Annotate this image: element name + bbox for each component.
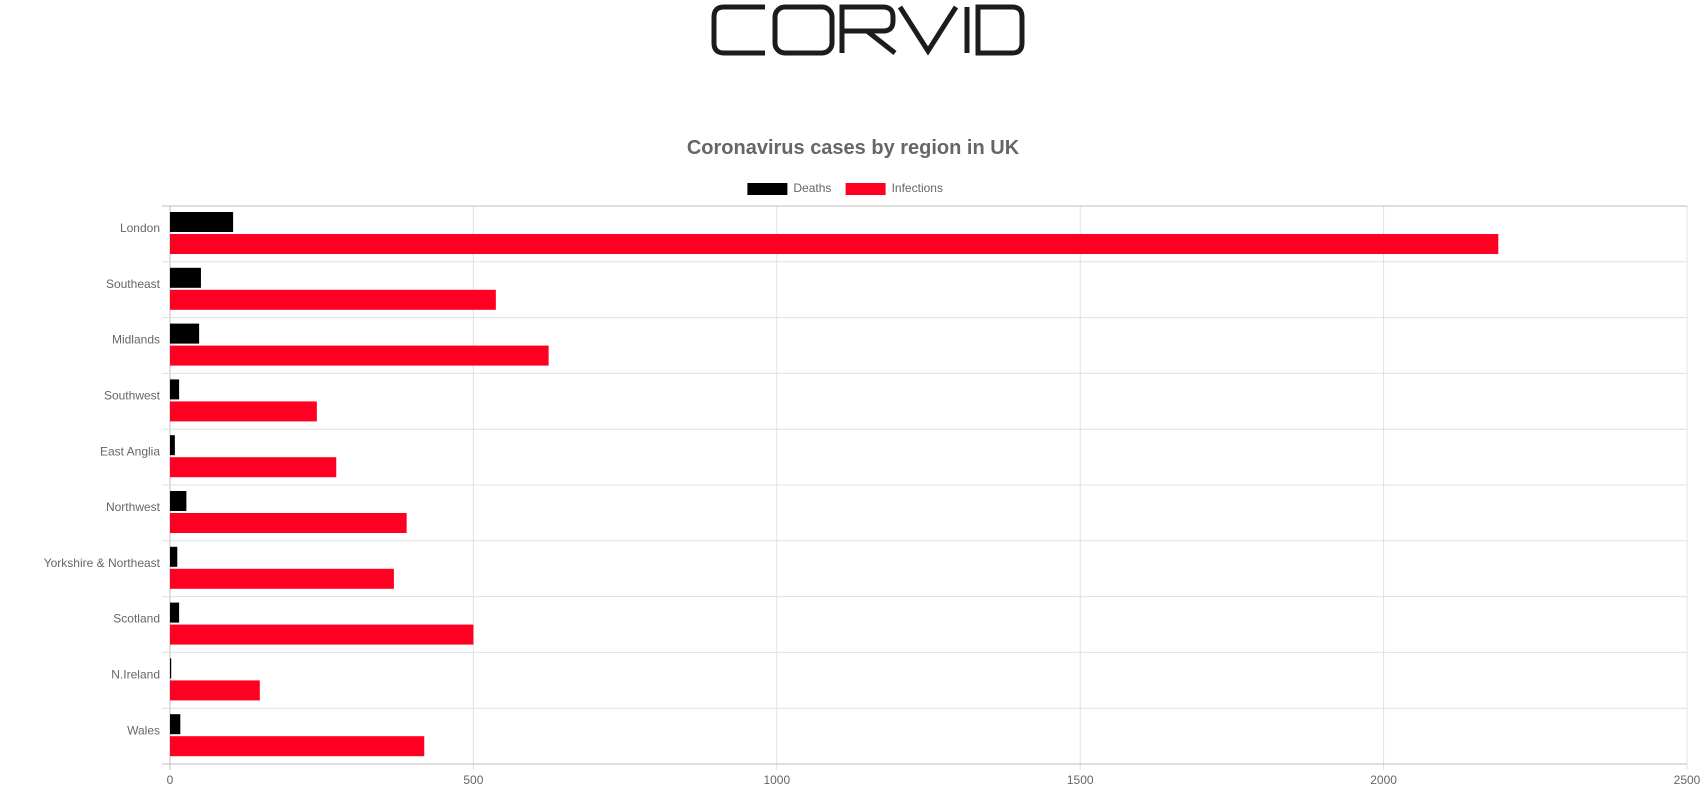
- x-axis-tick-label: 1000: [763, 773, 790, 787]
- legend-swatch-deaths[interactable]: [747, 183, 788, 195]
- y-axis-label: Southwest: [104, 388, 161, 402]
- bar-deaths-wales[interactable]: [170, 714, 181, 735]
- chart-gridlines: [162, 205, 1688, 770]
- bar-infections-east-anglia[interactable]: [170, 457, 337, 478]
- bar-deaths-n-ireland[interactable]: [170, 658, 172, 679]
- x-axis-tick-label: 500: [463, 773, 483, 787]
- bar-deaths-southeast[interactable]: [170, 267, 201, 288]
- bar-deaths-southwest[interactable]: [170, 379, 180, 400]
- x-axis-tick-label: 1500: [1067, 773, 1094, 787]
- x-axis-tick-label: 2000: [1370, 773, 1397, 787]
- bar-infections-yorkshire-northeast[interactable]: [170, 568, 394, 589]
- x-axis-tick-label: 2500: [1674, 773, 1701, 787]
- y-axis-labels: London Southeast Midlands Southwest East Ang…: [44, 221, 161, 737]
- bar-deaths-yorkshire-northeast[interactable]: [170, 546, 178, 567]
- legend-label-deaths[interactable]: Deaths: [793, 181, 831, 195]
- y-axis-label: East Anglia: [100, 444, 160, 458]
- bar-deaths-northwest[interactable]: [170, 491, 187, 511]
- chart-legend: Deaths Infections: [747, 181, 943, 195]
- bar-deaths-scotland[interactable]: [170, 602, 180, 623]
- y-axis-label: Northwest: [106, 500, 161, 514]
- bar-infections-wales[interactable]: [170, 736, 425, 757]
- bar-deaths-midlands[interactable]: [170, 323, 200, 344]
- bar-infections-northwest[interactable]: [170, 513, 407, 533]
- y-axis-label: N.Ireland: [111, 667, 160, 681]
- y-axis-label: Yorkshire & Northeast: [44, 556, 161, 570]
- y-axis-label: Wales: [127, 723, 160, 737]
- bar-infections-n-ireland[interactable]: [170, 680, 260, 701]
- y-axis-label: Midlands: [112, 333, 160, 347]
- bar-deaths-east-anglia[interactable]: [170, 435, 175, 456]
- chart-bars: [170, 212, 1499, 757]
- y-axis-label: London: [120, 221, 160, 235]
- bar-infections-midlands[interactable]: [170, 345, 549, 366]
- x-axis-labels: 0 500 1000 1500 2000 2500: [167, 773, 1701, 787]
- bar-deaths-london[interactable]: [170, 212, 234, 232]
- y-axis-label: Scotland: [113, 612, 160, 626]
- bar-infections-scotland[interactable]: [170, 624, 474, 645]
- legend-swatch-infections[interactable]: [845, 183, 886, 195]
- legend-label-infections[interactable]: Infections: [892, 181, 943, 195]
- y-axis-label: Southeast: [106, 277, 161, 291]
- bar-infections-london[interactable]: [170, 234, 1499, 254]
- bar-infections-southwest[interactable]: [170, 401, 317, 422]
- corvid-logo: [711, 4, 1025, 56]
- bar-infections-southeast[interactable]: [170, 289, 496, 310]
- x-axis-tick-label: 0: [167, 773, 174, 787]
- chart-title: Coronavirus cases by region in UK: [686, 137, 1020, 159]
